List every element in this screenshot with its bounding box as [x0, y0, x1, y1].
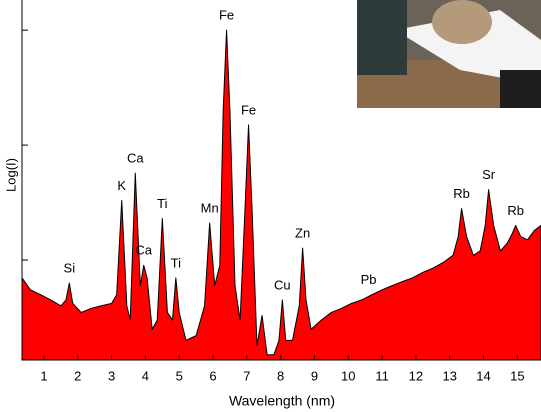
x-tick-label: 15 [510, 368, 524, 383]
x-tick-label: 1 [40, 368, 47, 383]
x-tick-label: 3 [108, 368, 115, 383]
x-tick-label: 7 [243, 368, 250, 383]
x-tick-label: 6 [209, 368, 216, 383]
x-tick-label: 5 [176, 368, 183, 383]
x-tick-label: 13 [442, 368, 456, 383]
peak-label: Fe [219, 8, 234, 23]
photo-paper [395, 10, 541, 85]
peak-label: Rb [453, 186, 470, 201]
peak-label: Ti [157, 196, 167, 211]
peak-label: Ca [135, 243, 152, 258]
peak-label: Sr [482, 167, 496, 182]
x-tick-label: 10 [341, 368, 355, 383]
peak-label: Rb [507, 203, 524, 218]
peak-label: Zn [295, 226, 310, 241]
x-axis-label: Wavelength (nm) [229, 393, 335, 409]
x-tick-label: 9 [311, 368, 318, 383]
spectrum-area [21, 29, 541, 361]
x-tick-label: 4 [142, 368, 149, 383]
photo-device [357, 0, 407, 75]
y-axis-label: Log(I) [3, 158, 18, 192]
photo-object [432, 0, 492, 44]
peak-label: Ca [127, 151, 144, 166]
peak-label: Fe [241, 102, 256, 117]
x-tick-label: 8 [277, 368, 284, 383]
peak-label: Pb [361, 272, 377, 287]
x-tick-label: 14 [476, 368, 490, 383]
peak-label: Cu [274, 277, 291, 292]
peak-label: Si [64, 261, 76, 276]
x-tick-label: 2 [74, 368, 81, 383]
plot: 1 2 3 4 5 6 7 8 9 10 11 12 13 14 15SiKCaCaTiTiMnFeFeCu… [21, 0, 541, 383]
photo-inset [357, 0, 541, 108]
peak-label: K [117, 178, 126, 193]
x-tick-label: 12 [409, 368, 423, 383]
peak-label: Ti [171, 255, 181, 270]
x-tick-label: 11 [375, 368, 389, 383]
peak-label: Mn [201, 200, 219, 215]
photo-base [500, 70, 541, 108]
